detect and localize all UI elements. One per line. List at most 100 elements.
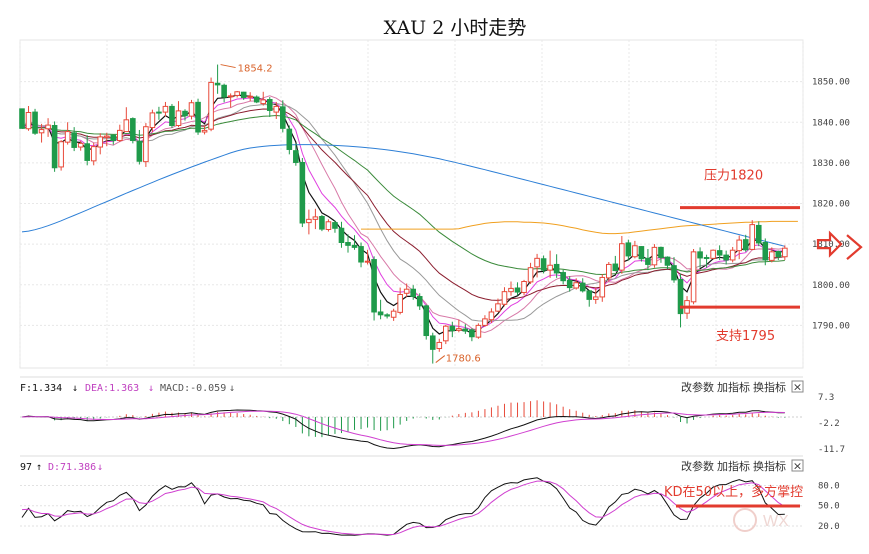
candle-body xyxy=(306,218,312,224)
candle-body xyxy=(240,91,247,98)
candle-body xyxy=(32,111,38,134)
price-annotations: 1854.2 1780.6 压力1820 支持1795 xyxy=(220,64,863,365)
candlestick xyxy=(397,287,403,315)
kd-change-params-button[interactable]: 改参数 xyxy=(681,459,714,473)
macd-panel: F:1.334 ↓ DEA:1.363 ↓ MACD:-0.059 ↓ 改参数 … xyxy=(20,376,845,455)
candle-body xyxy=(664,256,671,266)
kd-y-axis: 80.0 50.0 20.0 xyxy=(818,481,840,532)
macd-tick-label: -11.7 xyxy=(818,445,845,455)
kd-switch-indicator-button[interactable]: 换指标 xyxy=(753,459,786,473)
candle-body xyxy=(136,140,143,162)
candlestick xyxy=(658,246,664,263)
close-icon: × xyxy=(793,381,802,394)
candle-body xyxy=(390,310,397,318)
kd-toolbar: 改参数 加指标 换指标 × xyxy=(681,459,804,473)
candle-body xyxy=(443,325,449,342)
ma-line-ma-orange xyxy=(361,220,798,235)
ma-line-ma-black xyxy=(21,94,785,335)
candle-body xyxy=(501,291,508,305)
candlestick xyxy=(436,338,443,352)
candlestick xyxy=(110,134,117,145)
macd-change-params-button[interactable]: 改参数 xyxy=(681,380,714,394)
candlestick xyxy=(508,281,514,296)
kd-annotation-label: KD在50以上，多方掌控 xyxy=(664,484,803,500)
candle-body xyxy=(397,294,403,313)
candlestick xyxy=(149,109,156,133)
candlestick xyxy=(58,140,64,171)
candle-body xyxy=(84,143,91,161)
candle-body xyxy=(534,257,540,268)
candle-body xyxy=(553,263,560,274)
candlestick xyxy=(456,319,462,333)
candlestick xyxy=(573,278,580,290)
candle-body xyxy=(130,118,136,142)
low-price-label: 1780.6 xyxy=(446,354,481,365)
candlestick xyxy=(710,249,716,259)
candle-body xyxy=(188,102,195,117)
candlestick xyxy=(371,256,377,321)
candlestick xyxy=(51,121,58,172)
candlestick xyxy=(599,274,606,302)
candle-body xyxy=(612,263,619,272)
candle-body xyxy=(410,288,416,298)
candle-body xyxy=(625,242,632,257)
candle-body xyxy=(273,105,280,113)
candlestick xyxy=(775,250,782,260)
candlestick xyxy=(364,249,371,265)
watermark-text: WX xyxy=(763,513,789,530)
candlestick xyxy=(390,308,397,321)
chart-title-group: XAU 2 小时走势 xyxy=(384,17,527,39)
candlestick xyxy=(90,142,97,166)
candle-body xyxy=(227,95,234,98)
candlestick xyxy=(208,77,214,132)
candlestick xyxy=(338,221,345,248)
candlestick xyxy=(25,106,32,131)
kd-close-button[interactable] xyxy=(791,459,804,472)
candlestick xyxy=(547,250,553,278)
candlestick xyxy=(345,234,351,253)
candle-body xyxy=(149,112,156,129)
candle-body xyxy=(469,329,475,338)
kd-add-indicator-button[interactable]: 加指标 xyxy=(717,459,750,473)
candlestick xyxy=(221,83,227,103)
macd-y-axis: 7.3 -2.2 -11.7 xyxy=(818,393,845,455)
candle-body xyxy=(677,278,684,315)
candlestick xyxy=(286,125,293,155)
candlestick xyxy=(638,246,645,262)
macd-legend: F:1.334 ↓ DEA:1.363 ↓ MACD:-0.059 ↓ xyxy=(20,383,235,394)
macd-switch-indicator-button[interactable]: 换指标 xyxy=(753,380,786,394)
candle-body xyxy=(117,129,123,142)
candlestick xyxy=(560,269,566,285)
moving-average-lines xyxy=(21,94,798,335)
candle-body xyxy=(521,281,527,293)
candle-body xyxy=(488,311,495,321)
candle-body xyxy=(716,250,723,256)
candle-body xyxy=(690,251,697,303)
candlestick xyxy=(280,100,286,133)
candlestick xyxy=(234,90,240,98)
candle-body xyxy=(280,106,286,129)
macd-close-button[interactable] xyxy=(791,380,804,393)
candle-body xyxy=(201,129,208,133)
kd-d-line xyxy=(21,480,786,535)
candlestick xyxy=(162,101,169,117)
candlestick xyxy=(482,315,488,327)
up-right-arrow-icon xyxy=(816,230,843,258)
candlestick xyxy=(697,247,703,268)
candlestick xyxy=(175,101,182,128)
candle-body xyxy=(286,128,293,150)
candlestick xyxy=(469,328,475,342)
price-tick-label: 1820.00 xyxy=(812,200,850,210)
candlestick xyxy=(384,313,390,319)
candlestick xyxy=(84,135,91,166)
price-tick-label: 1810.00 xyxy=(812,240,850,250)
candle-body xyxy=(71,132,77,148)
candlestick xyxy=(247,92,253,102)
candle-body xyxy=(19,108,25,129)
kd-tick-label: 50.0 xyxy=(818,502,840,512)
candlestick xyxy=(586,290,593,307)
candlestick xyxy=(579,278,586,293)
high-price-label: 1854.2 xyxy=(238,64,273,75)
macd-add-indicator-button[interactable]: 加指标 xyxy=(717,380,750,394)
price-tick-label: 1800.00 xyxy=(812,281,850,291)
